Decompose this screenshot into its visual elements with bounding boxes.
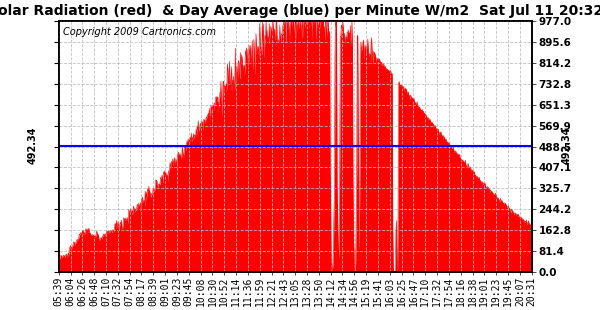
Text: 492.34: 492.34: [562, 127, 572, 164]
Text: Copyright 2009 Cartronics.com: Copyright 2009 Cartronics.com: [64, 27, 217, 37]
Text: 492.34: 492.34: [28, 127, 38, 164]
Title: Solar Radiation (red)  & Day Average (blue) per Minute W/m2  Sat Jul 11 20:32: Solar Radiation (red) & Day Average (blu…: [0, 4, 600, 18]
